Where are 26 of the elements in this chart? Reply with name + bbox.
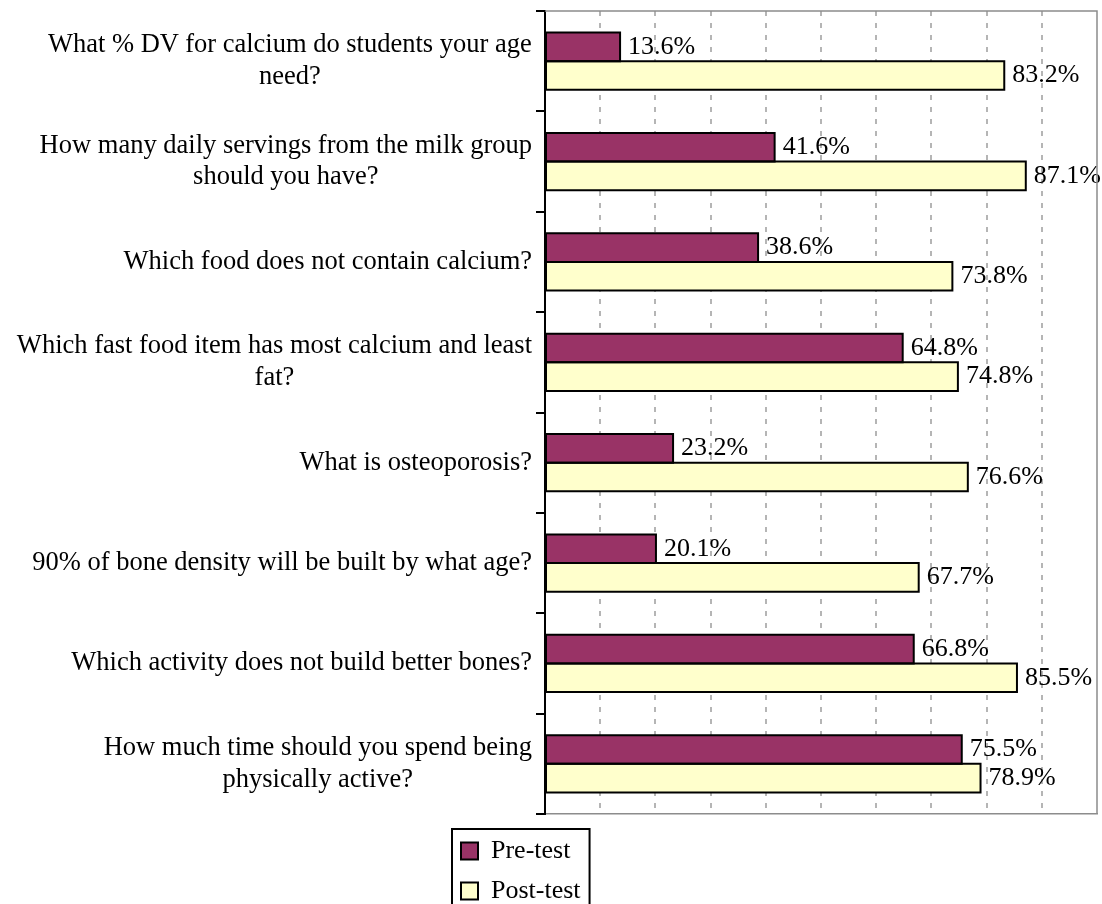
y-tick-label: Which fast food item has most calcium and least fat? [16,329,533,392]
data-label: 38.6% [766,231,834,261]
data-label: 73.8% [960,260,1028,290]
data-label: 66.8% [921,632,989,662]
y-tick-label: How many daily servings from the milk group should you have? [39,128,532,191]
legend-label: Post-test [491,874,582,904]
y-tick-label: What is osteoporosis? [299,445,532,476]
data-label: 41.6% [782,131,850,161]
data-label: 74.8% [965,360,1034,390]
y-tick-label: 90% of bone density will be built by what age? [32,546,533,577]
data-label: 67.7% [926,561,994,591]
data-label: 64.8% [910,331,978,361]
data-label: 83.2% [1012,59,1080,89]
data-label: 76.6% [975,460,1043,490]
data-label: 20.1% [663,532,732,562]
y-tick-label: Which food does not contain calcium? [123,244,533,275]
y-tick-label: What % DV for calcium do students your age need? [48,28,532,91]
y-tick-label: How much time should you spend being physically active? [103,730,532,793]
data-label: 85.5% [1024,661,1093,691]
y-tick-label: Which activity does not build better bones? [71,646,532,677]
data-label: 78.9% [988,761,1056,791]
data-label: 87.1% [1033,159,1101,189]
legend-label: Pre-test [491,834,572,864]
data-label: 13.6% [628,30,696,60]
data-label: 23.2% [681,432,749,462]
data-label: 75.5% [969,733,1037,763]
